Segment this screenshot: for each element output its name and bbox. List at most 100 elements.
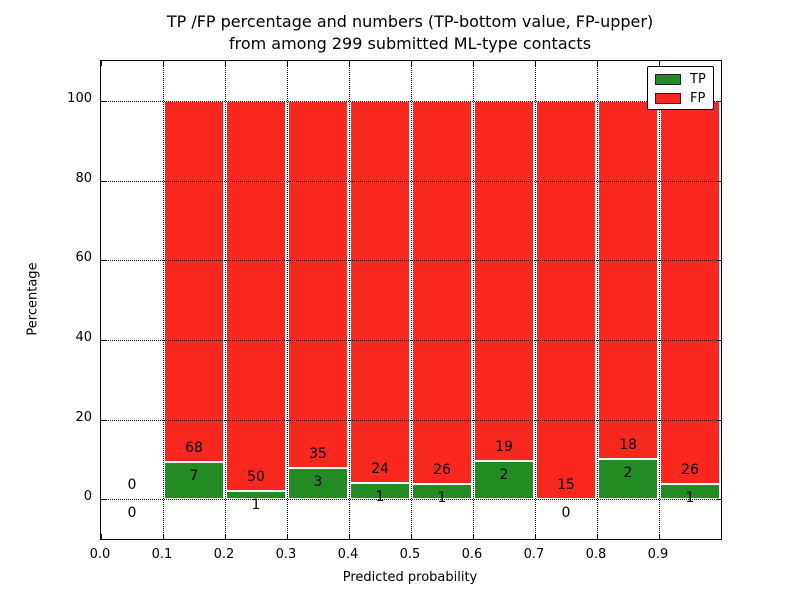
x-tick-mark bbox=[225, 534, 226, 539]
x-tick-label: 0.5 bbox=[399, 547, 421, 562]
x-tick-label: 0.4 bbox=[337, 547, 359, 562]
gridline-x bbox=[225, 61, 226, 539]
bar-count-label-tp: 1 bbox=[685, 490, 695, 507]
gridline-y bbox=[101, 100, 721, 102]
x-tick-mark bbox=[163, 534, 164, 539]
bar-count-label-tp: 3 bbox=[313, 473, 323, 490]
bar-fp bbox=[660, 100, 720, 485]
bar-count-label-fp: 0 bbox=[127, 477, 137, 494]
bar-tp bbox=[226, 491, 286, 500]
chart-title-line2: from among 299 submitted ML-type contact… bbox=[228, 34, 592, 53]
x-tick-label: 0.7 bbox=[523, 547, 545, 562]
x-tick-mark bbox=[287, 534, 288, 539]
bar-tp bbox=[474, 461, 534, 500]
legend-label-fp: FP bbox=[690, 91, 706, 106]
x-tick-label: 0.8 bbox=[585, 547, 607, 562]
x-tick-mark bbox=[597, 61, 598, 66]
gridline-x bbox=[349, 61, 350, 539]
bar-fp bbox=[474, 100, 534, 462]
x-tick-label: 0.2 bbox=[213, 547, 235, 562]
x-tick-mark bbox=[287, 61, 288, 66]
gridline-x bbox=[411, 61, 412, 539]
bar-count-label-tp: 2 bbox=[623, 465, 633, 482]
y-tick-mark bbox=[716, 339, 721, 341]
x-tick-mark bbox=[349, 61, 350, 66]
x-tick-mark bbox=[535, 61, 536, 66]
x-tick-mark bbox=[411, 534, 412, 539]
bar-count-label-fp: 19 bbox=[495, 439, 513, 456]
gridline-y bbox=[101, 180, 721, 182]
x-tick-label: 0.6 bbox=[461, 547, 483, 562]
tp-color-swatch bbox=[655, 74, 681, 85]
bar-count-label-fp: 26 bbox=[681, 462, 699, 479]
y-axis-label: Percentage bbox=[25, 262, 41, 336]
chart-title-line1: TP /FP percentage and numbers (TP-bottom… bbox=[166, 12, 654, 31]
bar-tp bbox=[660, 484, 720, 500]
x-tick-mark bbox=[163, 61, 164, 66]
x-tick-mark bbox=[535, 534, 536, 539]
y-tick-label: 0 bbox=[83, 489, 92, 505]
y-tick-label: 80 bbox=[75, 170, 92, 186]
bar-fp bbox=[412, 100, 472, 485]
bar-count-label-fp: 24 bbox=[371, 461, 389, 478]
legend-item-fp: FP bbox=[655, 92, 713, 105]
bar-count-label-tp: 0 bbox=[127, 505, 137, 522]
bar-count-label-fp: 50 bbox=[247, 469, 265, 486]
bar-count-label-tp: 1 bbox=[437, 490, 447, 507]
bar-count-label-tp: 2 bbox=[499, 467, 509, 484]
bar-fp bbox=[350, 100, 410, 484]
y-tick-mark bbox=[101, 499, 106, 501]
x-tick-mark bbox=[101, 534, 102, 539]
y-tick-mark bbox=[716, 180, 721, 182]
bar-count-label-fp: 18 bbox=[619, 437, 637, 454]
gridline-y bbox=[101, 499, 721, 501]
bar-tp bbox=[350, 483, 410, 500]
x-tick-mark bbox=[349, 534, 350, 539]
y-tick-label: 100 bbox=[67, 90, 92, 106]
y-tick-mark bbox=[101, 419, 106, 421]
bar-tp bbox=[164, 461, 224, 500]
bar-tp bbox=[598, 459, 658, 500]
bar-fp bbox=[226, 100, 286, 492]
x-tick-mark bbox=[473, 534, 474, 539]
gridline-x bbox=[659, 61, 660, 539]
bar-tp bbox=[288, 467, 348, 500]
bar-fp bbox=[598, 100, 658, 460]
fp-color-swatch bbox=[655, 93, 681, 104]
bar-count-label-fp: 26 bbox=[433, 462, 451, 479]
x-tick-label: 0.9 bbox=[647, 547, 669, 562]
gridline-x bbox=[287, 61, 288, 539]
x-tick-label: 0.3 bbox=[275, 547, 297, 562]
x-tick-label: 0.0 bbox=[89, 547, 111, 562]
gridline-y bbox=[101, 419, 721, 421]
legend-label-tp: TP bbox=[690, 72, 706, 87]
legend-item-tp: TP bbox=[655, 73, 713, 86]
legend: TP FP bbox=[647, 66, 714, 110]
x-tick-mark bbox=[473, 61, 474, 66]
x-tick-mark bbox=[411, 61, 412, 66]
y-tick-mark bbox=[101, 100, 106, 102]
y-tick-mark bbox=[716, 499, 721, 501]
x-tick-mark bbox=[659, 534, 660, 539]
gridline-y bbox=[101, 260, 721, 262]
bar-count-label-fp: 35 bbox=[309, 445, 327, 462]
y-tick-mark bbox=[101, 339, 106, 341]
y-tick-mark bbox=[716, 419, 721, 421]
bar-fp bbox=[164, 100, 224, 462]
bar-count-label-tp: 1 bbox=[251, 497, 261, 514]
gridline-x bbox=[163, 61, 164, 539]
bar-count-label-tp: 0 bbox=[561, 505, 571, 522]
bar-fp bbox=[288, 100, 348, 468]
x-tick-mark bbox=[225, 61, 226, 66]
bar-fp bbox=[536, 100, 596, 500]
x-tick-mark bbox=[597, 534, 598, 539]
y-tick-label: 60 bbox=[75, 250, 92, 266]
gridline-y bbox=[101, 339, 721, 341]
gridline-x bbox=[535, 61, 536, 539]
gridline-x bbox=[473, 61, 474, 539]
gridline-x bbox=[597, 61, 598, 539]
x-tick-label: 0.1 bbox=[151, 547, 173, 562]
y-tick-label: 20 bbox=[75, 409, 92, 425]
bar-tp bbox=[412, 484, 472, 500]
y-tick-label: 40 bbox=[75, 329, 92, 345]
